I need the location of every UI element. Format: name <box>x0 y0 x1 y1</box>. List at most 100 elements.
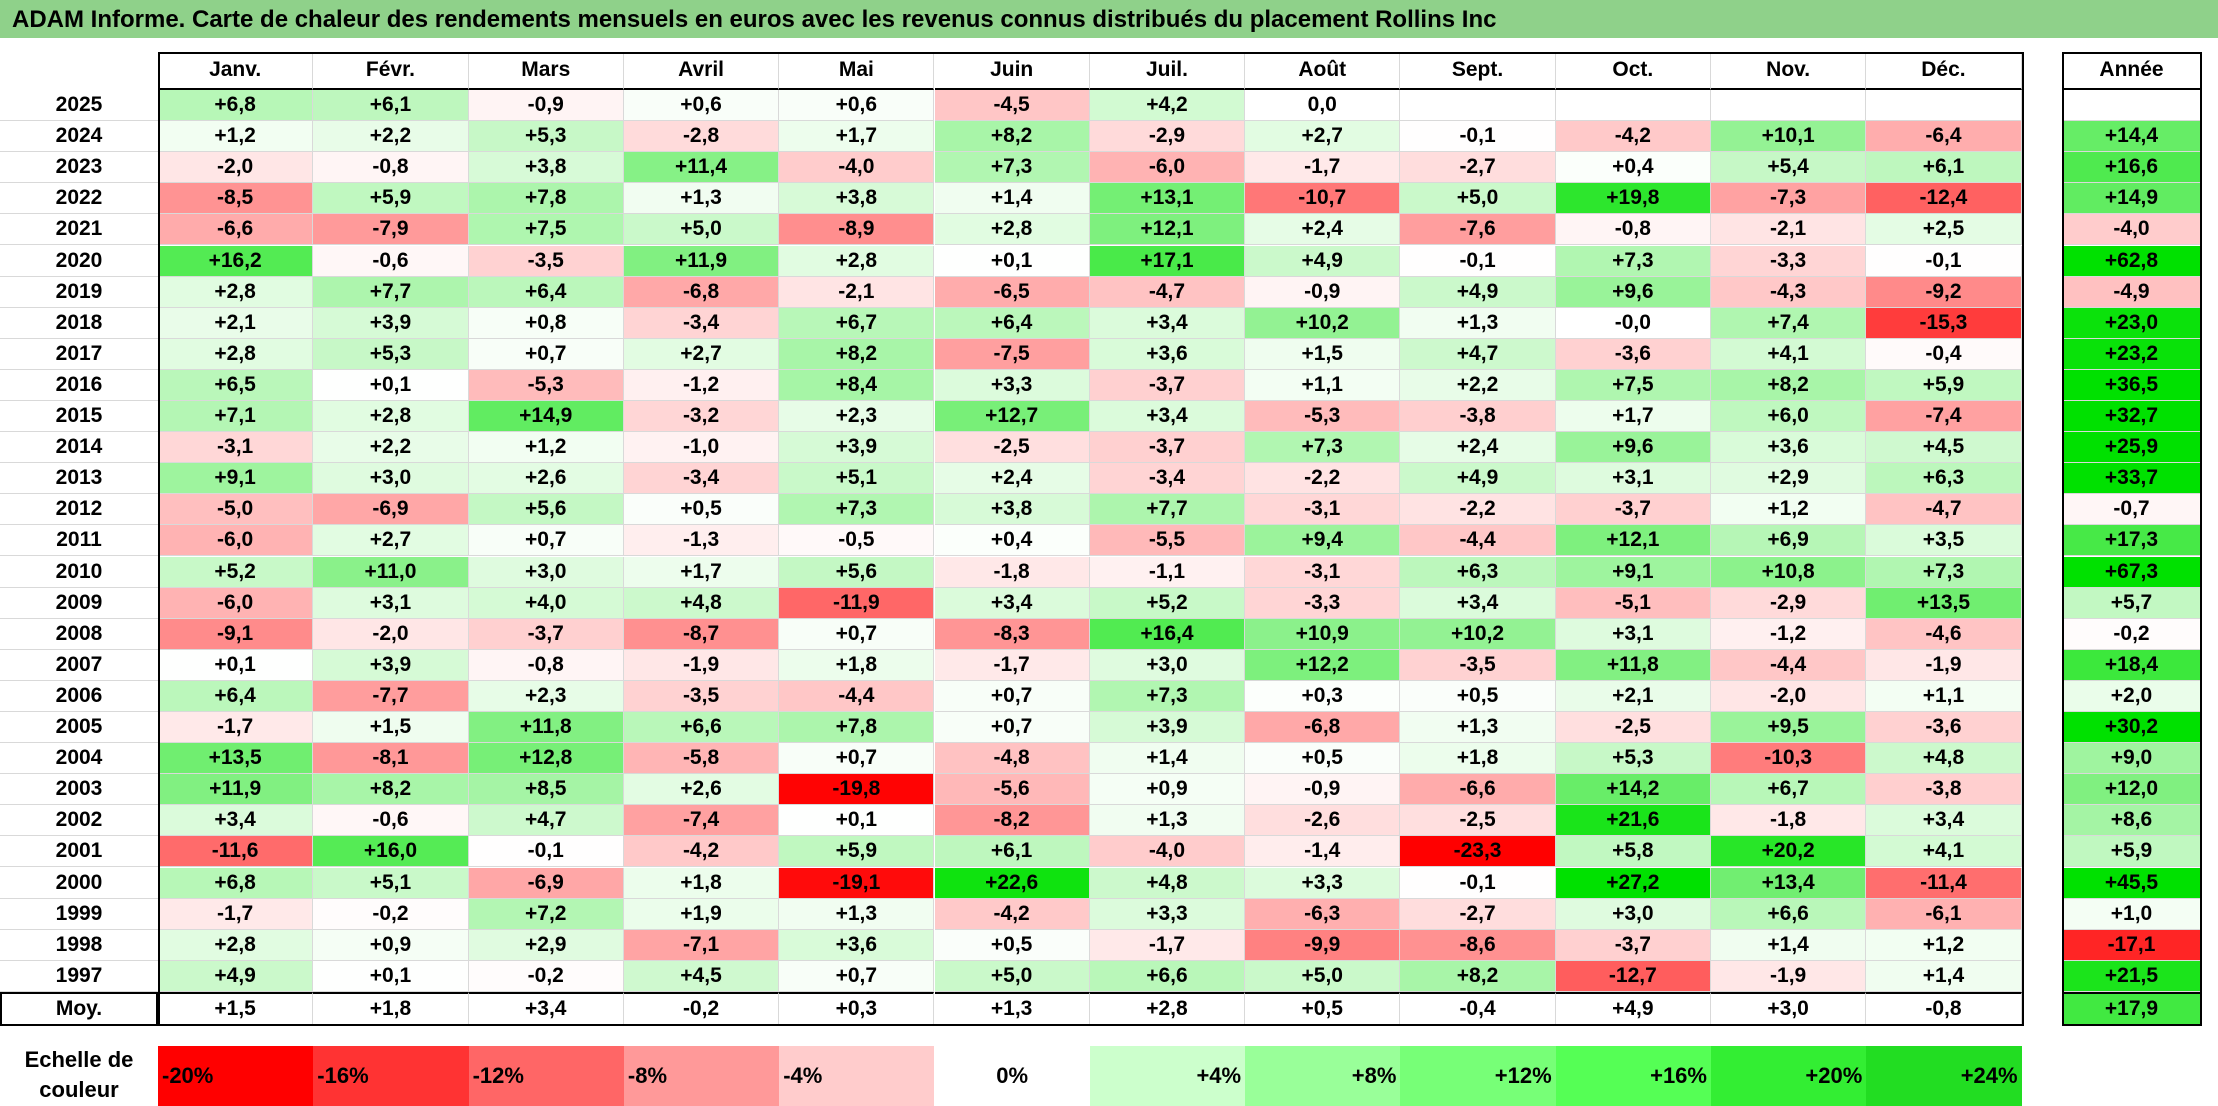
heatmap-cell: -1,7 <box>1089 929 1246 961</box>
month-header: Nov. <box>1711 52 1867 90</box>
heatmap-cell: +0,6 <box>623 90 780 122</box>
heatmap-cell: +16,0 <box>313 836 469 868</box>
annual-cell: -17,1 <box>2062 929 2202 961</box>
year-label: 2023 <box>0 152 158 184</box>
annual-cell: +16,6 <box>2062 152 2202 184</box>
heatmap-cell: +5,1 <box>313 867 469 899</box>
heatmap-cell: +5,4 <box>1711 152 1867 184</box>
heatmap-cell: -7,6 <box>1400 214 1556 246</box>
heatmap-cell: +6,3 <box>1400 556 1556 588</box>
heatmap-cell: -4,4 <box>1400 525 1556 557</box>
color-scale-stop: +8% <box>1245 1046 1401 1106</box>
heatmap-cell: +5,9 <box>313 183 469 215</box>
heatmap-cell: -3,7 <box>468 618 624 650</box>
heatmap-cell: -6,9 <box>313 494 469 526</box>
heatmap-cell: +8,2 <box>313 774 469 806</box>
heatmap-cell: +4,8 <box>1866 743 2022 775</box>
heatmap-cell: +7,3 <box>1866 556 2022 588</box>
heatmap-cell: -1,7 <box>158 898 314 930</box>
average-cell: +3,4 <box>468 991 624 1026</box>
heatmap-cell: -4,4 <box>1711 649 1867 681</box>
heatmap-cell: +3,9 <box>1089 712 1246 744</box>
heatmap-cell: +2,4 <box>934 463 1090 495</box>
heatmap-cell: +11,0 <box>313 556 469 588</box>
annual-cell: +12,0 <box>2062 774 2202 806</box>
color-scale-stop: +12% <box>1400 1046 1556 1106</box>
heatmap-cell: +2,8 <box>313 401 469 433</box>
heatmap-cell: -1,8 <box>934 556 1090 588</box>
heatmap-cell: -1,0 <box>623 432 780 464</box>
heatmap-cell: 0,0 <box>1245 90 1401 122</box>
heatmap-cell: -4,2 <box>1555 121 1711 153</box>
heatmap-cell: +0,7 <box>779 743 935 775</box>
heatmap-cell: +5,2 <box>158 556 314 588</box>
month-header: Août <box>1245 52 1401 90</box>
heatmap-cell: +1,8 <box>623 867 780 899</box>
year-label: 2007 <box>0 650 158 681</box>
heatmap-cell: +11,8 <box>1555 649 1711 681</box>
year-label: 2016 <box>0 370 158 401</box>
annual-cell: +23,2 <box>2062 338 2202 370</box>
heatmap-cell: -15,3 <box>1866 307 2022 339</box>
month-header: Mai <box>779 52 935 90</box>
heatmap-cell: -6,6 <box>158 214 314 246</box>
heatmap-cell: -3,5 <box>623 680 780 712</box>
heatmap-cell: -4,6 <box>1866 618 2022 650</box>
average-cell: +4,9 <box>1555 991 1711 1026</box>
average-cell: -0,2 <box>623 991 780 1026</box>
color-scale-stop: +4% <box>1089 1046 1246 1106</box>
heatmap-cell: +1,4 <box>1089 743 1246 775</box>
heatmap-cell: +4,9 <box>1400 276 1556 308</box>
heatmap-cell: -3,4 <box>1089 463 1246 495</box>
heatmap-cell: -4,2 <box>623 836 780 868</box>
heatmap-cell: -11,9 <box>779 587 935 619</box>
annual-cell: +18,4 <box>2062 649 2202 681</box>
heatmap-cell: -6,8 <box>1245 712 1401 744</box>
heatmap-cell: +2,4 <box>1245 214 1401 246</box>
heatmap-cell: +0,1 <box>313 369 469 401</box>
heatmap-cell: -3,3 <box>1245 587 1401 619</box>
heatmap-cell: -8,6 <box>1400 929 1556 961</box>
heatmap-cell: +12,8 <box>468 743 624 775</box>
heatmap-cell: +5,2 <box>1089 587 1246 619</box>
heatmap-cell: -3,5 <box>468 245 624 277</box>
heatmap-cell: +6,7 <box>779 307 935 339</box>
heatmap-cell: +22,6 <box>934 867 1090 899</box>
annual-cell: -0,2 <box>2062 618 2202 650</box>
heatmap-cell: +0,4 <box>934 525 1090 557</box>
heatmap-cell: +5,9 <box>779 836 935 868</box>
heatmap-cell: -3,2 <box>623 401 780 433</box>
annual-cell: +5,7 <box>2062 587 2202 619</box>
heatmap-cell: -2,5 <box>1555 712 1711 744</box>
heatmap-cell: +3,4 <box>1866 805 2022 837</box>
annual-cell: +36,5 <box>2062 369 2202 401</box>
heatmap-cell: +14,2 <box>1555 774 1711 806</box>
heatmap-cell: -3,7 <box>1555 929 1711 961</box>
heatmap-cell: +20,2 <box>1711 836 1867 868</box>
heatmap-cell: +10,9 <box>1245 618 1401 650</box>
color-scale-stop: -12% <box>468 1046 624 1106</box>
heatmap-cell: +2,1 <box>158 307 314 339</box>
heatmap-cell: -0,8 <box>1555 214 1711 246</box>
heatmap-cell: +4,9 <box>1400 463 1556 495</box>
heatmap-cell: -2,7 <box>1400 152 1556 184</box>
heatmap-cell: +12,1 <box>1555 525 1711 557</box>
heatmap-cell: +1,5 <box>313 712 469 744</box>
heatmap-cell: +7,7 <box>1089 494 1246 526</box>
heatmap-cell: +1,3 <box>779 898 935 930</box>
heatmap-cell: +10,1 <box>1711 121 1867 153</box>
heatmap-cell: +2,3 <box>779 401 935 433</box>
heatmap-cell: +5,8 <box>1555 836 1711 868</box>
heatmap-cell: +1,8 <box>1400 743 1556 775</box>
heatmap-cell: -9,2 <box>1866 276 2022 308</box>
heatmap-cell: +6,1 <box>1866 152 2022 184</box>
heatmap-cell: -2,0 <box>158 152 314 184</box>
average-cell: +1,3 <box>934 991 1090 1026</box>
month-header: Déc. <box>1866 52 2022 90</box>
heatmap-cell: -12,4 <box>1866 183 2022 215</box>
heatmap-cell: -0,1 <box>1400 245 1556 277</box>
heatmap-cell: -11,4 <box>1866 867 2022 899</box>
heatmap-cell: -4,7 <box>1866 494 2022 526</box>
heatmap-cell: -4,4 <box>779 680 935 712</box>
annual-cell: +62,8 <box>2062 245 2202 277</box>
